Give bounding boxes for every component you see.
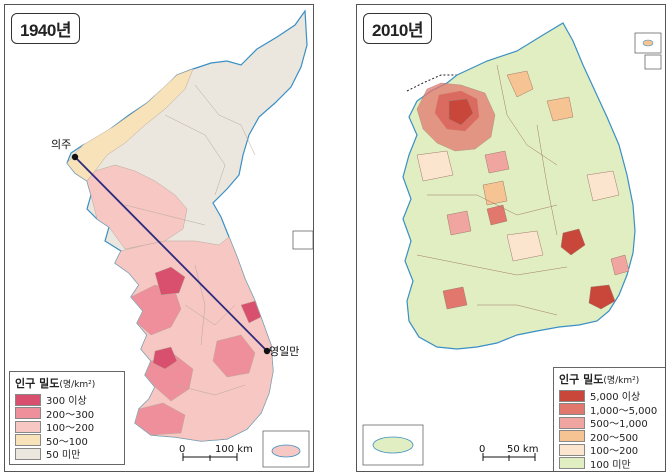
legend-2010: 인구 밀도(명/km²) 5,000 이상 1,000～5,000 500～1,… — [553, 367, 665, 471]
legend-label: 100～200 — [590, 446, 639, 458]
legend-swatch — [559, 443, 585, 456]
density-zone-5000-plus-seoul-core — [448, 98, 474, 126]
density-zone-1000-5000-daejeon — [486, 204, 508, 226]
legend-label: 100 미만 — [590, 459, 631, 471]
legend-swatch — [15, 447, 41, 460]
legend-label: 200～500 — [590, 432, 639, 444]
korea-2010-map: 0 50 km — [362, 22, 662, 466]
scale-zero: 0 — [479, 444, 485, 455]
legend-item: 5,000 이상 — [559, 389, 663, 403]
legend-unit: (명/km²) — [59, 380, 96, 390]
density-zone-300-plus-c — [240, 300, 262, 324]
scale-end: 100 km — [215, 444, 253, 455]
jeju-island — [271, 444, 301, 458]
scale-end: 50 km — [507, 444, 538, 455]
dmz-line — [406, 74, 457, 92]
density-zone-200-300-c — [134, 402, 186, 436]
density-zone-200-500-c — [482, 180, 508, 206]
legend-label: 5,000 이상 — [590, 392, 641, 404]
legend-title-text: 인구 밀도 — [15, 377, 60, 390]
legend-title: 인구 밀도(명/km²) — [559, 371, 663, 387]
legend-item: 100～200 — [559, 443, 663, 457]
scale-bar — [482, 453, 536, 461]
legend-label: 500～1,000 — [590, 419, 648, 431]
legend-item: 200～500 — [559, 430, 663, 444]
legend-label: 50～100 — [46, 436, 88, 448]
legend-swatch — [15, 434, 41, 447]
korea-1940-map: 의주 영일만 0 100 km — [51, 9, 313, 468]
density-zone-100-200-northwest — [86, 164, 188, 250]
legend-title-text: 인구 밀도 — [559, 373, 604, 386]
legend-title: 인구 밀도(명/km²) — [15, 375, 119, 391]
legend-label: 200～300 — [46, 409, 95, 421]
density-zone-200-500-b — [546, 96, 574, 122]
density-zone-5000-plus-busan — [588, 284, 616, 310]
map-panel-2010: 0 50 km 2010년 인구 밀도(명/km²) 5,000 이상 1,00… — [356, 4, 666, 472]
density-zone-100-200-a — [416, 150, 454, 182]
density-zone-500-1000-b — [484, 150, 510, 174]
legend-item: 300 이상 — [15, 393, 119, 407]
legend-label: 300 이상 — [46, 396, 87, 408]
density-zone-200-500-a — [506, 70, 534, 98]
legend-swatch — [559, 403, 585, 416]
ulleungdo-inset — [292, 230, 313, 250]
density-zone-500-1000-a — [446, 210, 472, 236]
density-zone-1000-5000-daegu — [560, 228, 586, 256]
legend-swatch — [559, 389, 585, 402]
density-zone-100-200-b — [506, 230, 544, 262]
yeongilman-point — [263, 347, 271, 355]
jeju-island — [372, 436, 414, 454]
density-zone-1000-5000-gwangju — [442, 286, 468, 310]
density-zone-300-plus-b — [152, 346, 178, 370]
legend-unit: (명/km²) — [603, 376, 640, 386]
ulleungdo-island — [642, 39, 654, 47]
legend-swatch — [559, 430, 585, 443]
year-label-1940: 1940년 — [11, 13, 80, 44]
legend-swatch — [15, 393, 41, 406]
legend-swatch — [15, 420, 41, 433]
density-zone-200-300-b — [144, 354, 194, 402]
map-panel-1940: 의주 영일만 0 100 km 1940년 인구 밀도(명/km²) 300 이… — [4, 4, 314, 472]
density-zone-300-plus-a — [154, 266, 186, 296]
uiju-point — [71, 153, 79, 161]
year-label-2010: 2010년 — [363, 13, 432, 44]
legend-item: 50～100 — [15, 434, 119, 448]
legend-item: 50 미만 — [15, 447, 119, 461]
legend-label: 100～200 — [46, 423, 95, 435]
legend-swatch — [559, 416, 585, 429]
yeongilman-label: 영일만 — [269, 344, 299, 358]
district-boundaries — [416, 64, 568, 316]
legend-label: 1,000～5,000 — [590, 405, 658, 417]
density-zone-100-200-c — [586, 170, 620, 202]
legend-item: 100～200 — [15, 420, 119, 434]
legend-swatch — [559, 457, 585, 470]
scale-bar — [182, 453, 238, 461]
uiju-label: 의주 — [51, 138, 71, 151]
legend-label: 50 미만 — [46, 450, 81, 462]
scale-zero: 0 — [179, 444, 185, 455]
legend-item: 200～300 — [15, 407, 119, 421]
district-boundaries — [124, 84, 256, 396]
density-zone-200-300-d — [212, 334, 256, 378]
density-zone-500-1000-ulsan — [610, 254, 630, 276]
legend-swatch — [15, 407, 41, 420]
legend-item: 500～1,000 — [559, 416, 663, 430]
uiju-yeongilman-line — [74, 156, 268, 352]
dokdo-inset — [644, 54, 662, 70]
legend-item: 100 미만 — [559, 457, 663, 471]
legend-item: 1,000～5,000 — [559, 403, 663, 417]
legend-1940: 인구 밀도(명/km²) 300 이상 200～300 100～200 50～1… — [9, 371, 125, 465]
